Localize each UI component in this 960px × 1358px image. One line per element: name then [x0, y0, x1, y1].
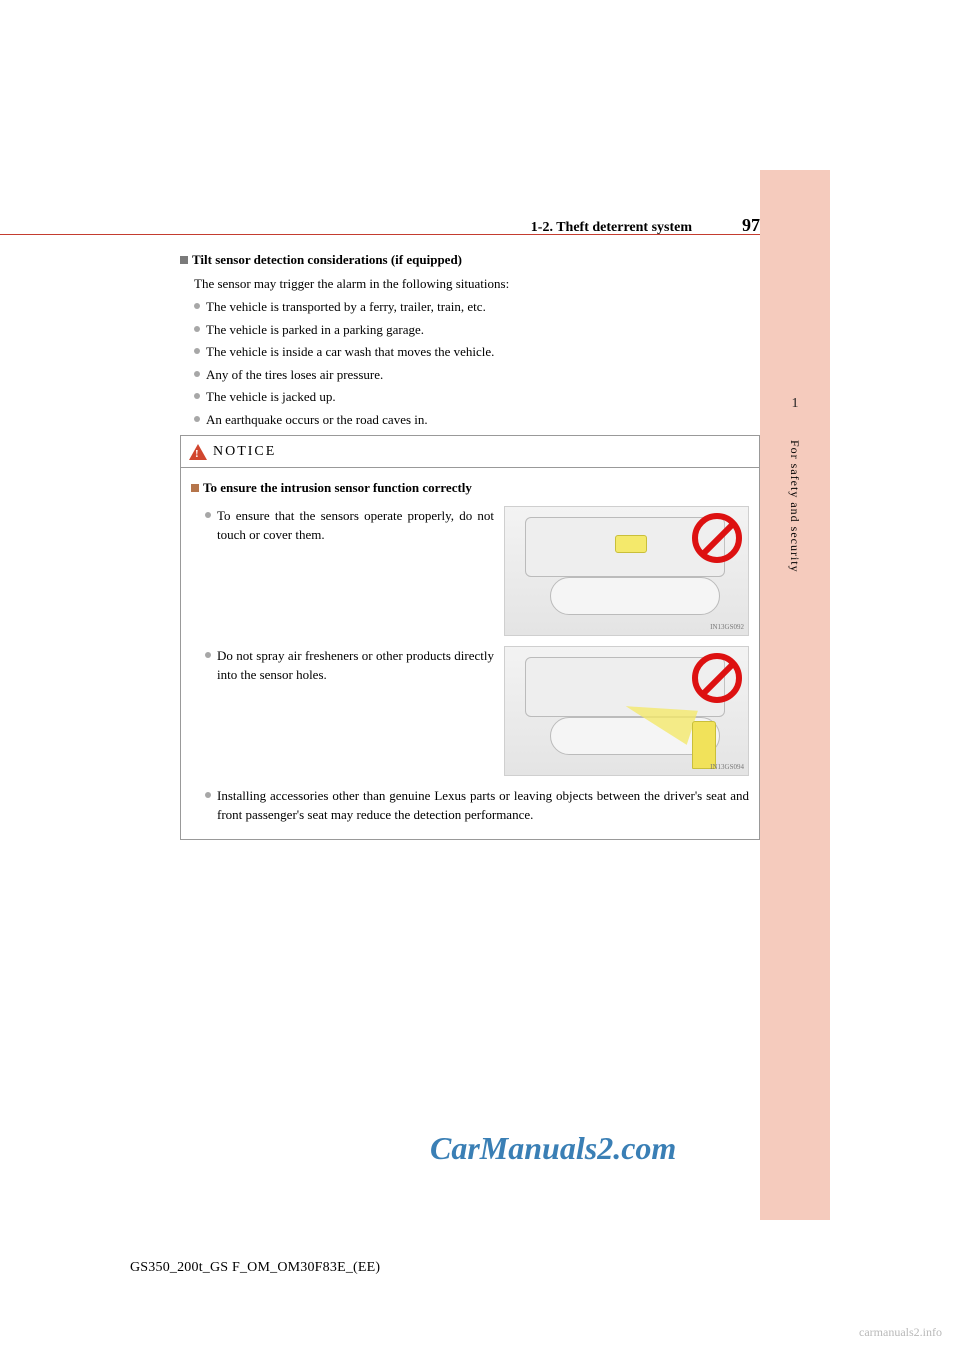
- illus-sensor-highlight: [615, 535, 647, 553]
- notice-subheading: To ensure the intrusion sensor function …: [191, 478, 749, 498]
- dot-icon: [194, 348, 200, 354]
- document-code: GS350_200t_GS F_OM_OM30F83E_(EE): [130, 1260, 380, 1276]
- notice-row-2-text: Do not spray air fresheners or other pro…: [205, 646, 494, 685]
- square-bullet-icon: [180, 256, 188, 264]
- dot-icon: [205, 512, 211, 518]
- prohibition-icon: [692, 653, 742, 703]
- list-item: The vehicle is parked in a parking garag…: [194, 320, 760, 340]
- notice-box: NOTICE To ensure the intrusion sensor fu…: [180, 435, 760, 840]
- chapter-title-vertical: For safety and security: [787, 440, 802, 573]
- list-item-text: The vehicle is transported by a ferry, t…: [206, 299, 486, 314]
- watermark-footer: carmanuals2.info: [859, 1325, 942, 1340]
- illustration-caption: IN13GS092: [710, 622, 744, 633]
- dot-icon: [194, 371, 200, 377]
- chapter-tab-band: [760, 170, 830, 1220]
- notice-row-2: Do not spray air fresheners or other pro…: [205, 646, 749, 776]
- illus-rearview-mirror: [550, 577, 720, 615]
- dot-icon: [205, 792, 211, 798]
- notice-subheading-text: To ensure the intrusion sensor function …: [203, 480, 472, 495]
- list-item-text: The vehicle is parked in a parking garag…: [206, 322, 424, 337]
- header-rule: [0, 234, 760, 235]
- list-item-text: The vehicle is jacked up.: [206, 389, 336, 404]
- dot-icon: [194, 416, 200, 422]
- notice-label: NOTICE: [213, 441, 276, 462]
- dot-icon: [194, 393, 200, 399]
- notice-header: NOTICE: [181, 436, 759, 468]
- square-bullet-icon: [191, 484, 199, 492]
- illustration-sensor-cover: IN13GS092: [504, 506, 749, 636]
- list-item-text: The vehicle is inside a car wash that mo…: [206, 344, 494, 359]
- notice-body: To ensure the intrusion sensor function …: [181, 468, 759, 839]
- notice-row-1-text: To ensure that the sensors operate prope…: [205, 506, 494, 545]
- list-item: Any of the tires loses air pressure.: [194, 365, 760, 385]
- list-item: An earthquake occurs or the road caves i…: [194, 410, 760, 430]
- dot-icon: [194, 303, 200, 309]
- dot-icon: [194, 326, 200, 332]
- tilt-sensor-heading: Tilt sensor detection considerations (if…: [180, 250, 760, 270]
- chapter-number: 1: [765, 396, 825, 412]
- notice-row-1-body: To ensure that the sensors operate prope…: [217, 508, 494, 543]
- page-root: 1 For safety and security 1-2. Theft det…: [0, 0, 960, 1358]
- watermark-center: CarManuals2.com: [430, 1130, 676, 1167]
- dot-icon: [205, 652, 211, 658]
- tilt-sensor-list: The vehicle is transported by a ferry, t…: [194, 297, 760, 429]
- list-item-text: An earthquake occurs or the road caves i…: [206, 412, 428, 427]
- tilt-sensor-heading-text: Tilt sensor detection considerations (if…: [192, 252, 462, 267]
- page-number: 97: [742, 215, 760, 236]
- list-item: The vehicle is transported by a ferry, t…: [194, 297, 760, 317]
- list-item-text: Any of the tires loses air pressure.: [206, 367, 383, 382]
- main-content: Tilt sensor detection considerations (if…: [180, 250, 760, 840]
- notice-row-1: To ensure that the sensors operate prope…: [205, 506, 749, 636]
- list-item: The vehicle is jacked up.: [194, 387, 760, 407]
- prohibition-icon: [692, 513, 742, 563]
- notice-row-3-body: Installing accessories other than genuin…: [217, 788, 749, 823]
- warning-triangle-icon: [189, 444, 207, 460]
- notice-row-3-text: Installing accessories other than genuin…: [205, 786, 749, 825]
- page-header: 1-2. Theft deterrent system 97: [180, 215, 760, 236]
- illustration-spray: IN13GS094: [504, 646, 749, 776]
- tilt-sensor-intro: The sensor may trigger the alarm in the …: [194, 274, 760, 294]
- notice-row-2-body: Do not spray air fresheners or other pro…: [217, 648, 494, 683]
- illustration-caption: IN13GS094: [710, 762, 744, 773]
- list-item: The vehicle is inside a car wash that mo…: [194, 342, 760, 362]
